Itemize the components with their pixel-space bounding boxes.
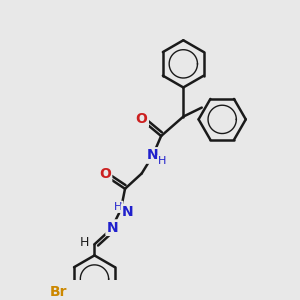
Text: Br: Br — [50, 285, 68, 299]
Text: N: N — [107, 221, 118, 235]
Text: H: H — [80, 236, 89, 249]
Text: H: H — [158, 156, 167, 166]
Text: N: N — [147, 148, 159, 163]
Text: O: O — [136, 112, 148, 126]
Text: N: N — [122, 206, 134, 219]
Text: H: H — [114, 202, 122, 212]
Text: O: O — [99, 167, 111, 182]
